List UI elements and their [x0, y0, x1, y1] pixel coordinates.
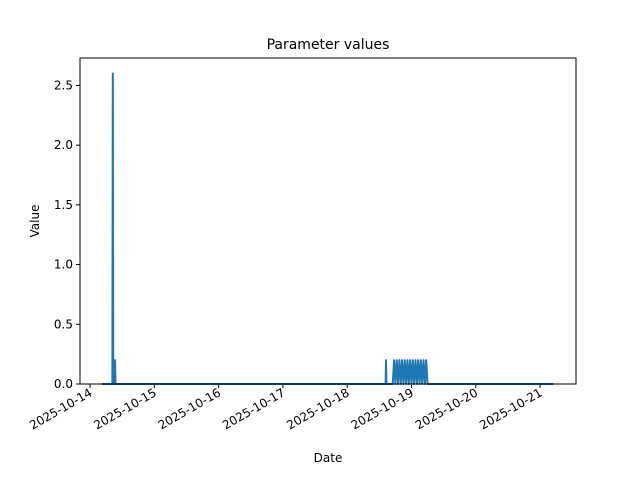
- x-tick-label: 2025-10-17: [220, 385, 287, 432]
- x-tick-label: 2025-10-21: [477, 385, 544, 432]
- x-tick-label: 2025-10-15: [91, 385, 158, 432]
- chart-title: Parameter values: [267, 37, 390, 53]
- y-tick-label: 0.0: [54, 377, 73, 391]
- y-axis-label: Value: [28, 205, 42, 238]
- x-tick-label: 2025-10-14: [27, 385, 94, 432]
- y-tick-label: 2.0: [54, 138, 73, 152]
- y-tick-label: 1.5: [54, 198, 73, 212]
- y-tick-label: 1.0: [54, 258, 73, 272]
- x-tick-label: 2025-10-19: [349, 385, 416, 432]
- y-tick-label: 0.5: [54, 317, 73, 331]
- x-tick-label: 2025-10-20: [413, 385, 480, 432]
- x-tick-label: 2025-10-18: [284, 385, 351, 432]
- line: [102, 72, 554, 385]
- x-axis-label: Date: [314, 451, 343, 465]
- y-tick-label: 2.5: [54, 78, 73, 92]
- x-tick-label: 2025-10-16: [156, 385, 223, 432]
- axes-frame: [79, 57, 577, 385]
